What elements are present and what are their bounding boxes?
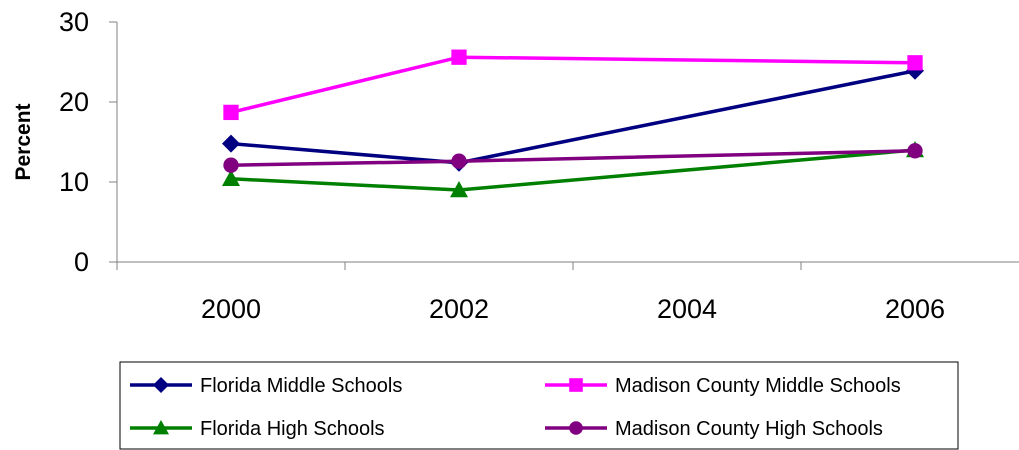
legend-item: Madison County High Schools	[545, 418, 883, 440]
legend-item: Madison County Middle Schools	[545, 375, 901, 397]
data-point	[153, 377, 169, 393]
data-point	[223, 104, 239, 121]
x-tick-label: 2006	[885, 294, 945, 324]
legend-label: Madison County Middle Schools	[615, 375, 901, 397]
axes	[109, 21, 1019, 270]
data-point	[450, 181, 468, 198]
y-tick-label: 20	[59, 87, 89, 117]
x-tick-label: 2002	[429, 294, 489, 324]
series-group	[222, 49, 924, 198]
y-axis-title: Percent	[12, 103, 35, 180]
x-tick-label: 2000	[201, 294, 261, 324]
data-point	[907, 55, 923, 71]
data-point	[451, 49, 467, 65]
x-tick-label: 2004	[657, 294, 717, 324]
legend-label: Florida High Schools	[200, 418, 385, 440]
legend-item: Florida High Schools	[130, 418, 385, 440]
series-madison-county-middle-schools	[223, 49, 923, 121]
legend-box	[119, 361, 959, 450]
y-tick-label: 0	[74, 247, 89, 277]
data-point	[907, 143, 923, 159]
tick-labels: 0 10 20 30 2000 2002 2004 2006	[59, 7, 945, 324]
series-florida-middle-schools	[222, 61, 924, 172]
data-point	[222, 134, 240, 153]
data-point	[153, 420, 169, 435]
y-tick-label: 10	[59, 167, 89, 197]
data-point	[451, 153, 467, 169]
series-madison-county-high-schools	[223, 143, 923, 173]
series-florida-high-schools	[222, 141, 924, 198]
data-point	[222, 169, 240, 186]
legend-label: Florida Middle Schools	[200, 375, 402, 397]
y-tick-label: 30	[59, 7, 89, 37]
data-point	[569, 378, 583, 392]
series-line	[230, 69, 916, 165]
data-point	[223, 157, 239, 173]
legend-item: Florida Middle Schools	[130, 375, 402, 397]
legend: Florida Middle Schools Madison County Mid…	[119, 361, 959, 450]
legend-label: Madison County High Schools	[615, 418, 883, 440]
series-line	[230, 148, 916, 192]
series-line	[230, 55, 916, 115]
data-point	[569, 421, 583, 435]
